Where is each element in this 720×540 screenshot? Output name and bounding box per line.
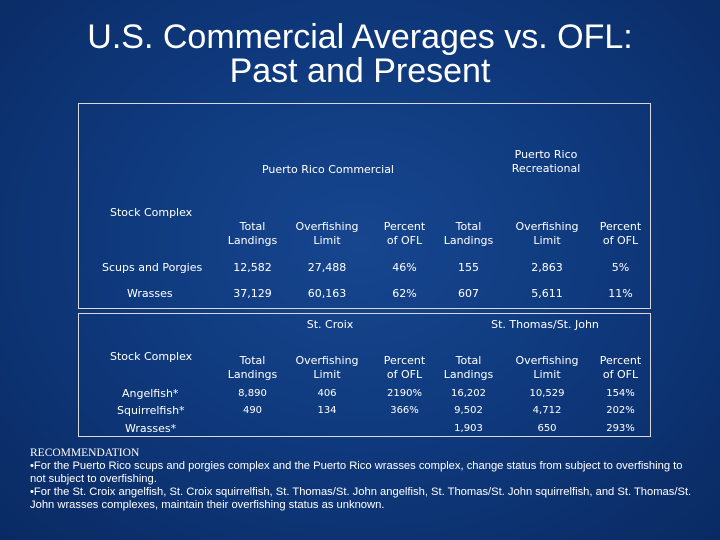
recommendation-heading: RECOMMENDATION	[30, 447, 140, 459]
table-cell: 607	[458, 287, 479, 300]
table-cell: 2,863	[531, 261, 563, 274]
puerto-rico-table-panel	[78, 103, 651, 309]
header-stthomas-total-landings: Total Landings	[443, 354, 494, 381]
table-cell: 293%	[606, 423, 635, 434]
table-cell: 60,163	[307, 287, 347, 300]
row-label-squirrelfish: Squirrelfish*	[117, 404, 185, 417]
group-header-st-thomas-st-john: St. Thomas/St. John	[491, 318, 599, 331]
recommendation-bullet-2: •For the St. Croix angelfish, St. Croix …	[30, 486, 692, 511]
header-stcroix-percent-ofl: Percent of OFL	[383, 354, 426, 381]
table-cell: 5%	[611, 261, 630, 274]
stock-complex-label-2: Stock Complex	[110, 350, 193, 363]
group-header-st-croix: St. Croix	[306, 318, 354, 331]
table-cell: 37,129	[233, 287, 272, 300]
header-stthomas-percent-ofl: Percent of OFL	[599, 354, 642, 381]
table-cell: 202%	[606, 405, 635, 416]
table-cell: 2190%	[387, 388, 422, 399]
header-recreational-total-landings: Total Landings	[443, 220, 494, 247]
table-cell: 4,712	[532, 405, 562, 416]
header-stcroix-overfishing-limit: Overfishing Limit	[295, 354, 359, 381]
table-cell: 27,488	[307, 261, 347, 274]
header-commercial-total-landings: Total Landings	[227, 220, 278, 247]
table-cell: 155	[458, 261, 479, 274]
table-cell: 10,529	[529, 388, 565, 399]
row-label-wrasses-vi: Wrasses*	[125, 422, 177, 435]
group-header-pr-commercial: Puerto Rico Commercial	[261, 163, 394, 176]
table-cell: 12,582	[233, 261, 272, 274]
header-commercial-percent-ofl: Percent of OFL	[383, 220, 426, 247]
recommendation-bullet-1: •For the Puerto Rico scups and porgies c…	[30, 460, 683, 485]
table-cell: 11%	[608, 287, 633, 300]
group-header-pr-recreational: Puerto Rico Recreational	[511, 148, 581, 175]
header-stthomas-overfishing-limit: Overfishing Limit	[515, 354, 579, 381]
title-line-1: U.S. Commercial Averages vs. OFL:	[87, 18, 633, 56]
table-cell: 5,611	[531, 287, 563, 300]
title-line-2: Past and Present	[229, 52, 491, 90]
table-cell: 154%	[606, 388, 635, 399]
slide-title: U.S. Commercial Averages vs. OFL: Past a…	[0, 20, 720, 88]
stock-complex-label-1: Stock Complex	[110, 206, 193, 219]
table-cell: 8,890	[238, 388, 267, 399]
header-stcroix-total-landings: Total Landings	[227, 354, 278, 381]
row-label-angelfish: Angelfish*	[122, 387, 179, 400]
table-cell: 62%	[392, 287, 417, 300]
table-cell: 366%	[390, 405, 419, 416]
row-label-scups-porgies: Scups and Porgies	[102, 261, 203, 274]
table-cell: 46%	[392, 261, 417, 274]
header-recreational-percent-ofl: Percent of OFL	[599, 220, 642, 247]
table-cell: 406	[317, 388, 337, 399]
table-cell: 650	[537, 423, 557, 434]
table-cell: 490	[242, 405, 263, 416]
row-label-wrasses: Wrasses	[127, 287, 173, 300]
table-cell: 9,502	[454, 405, 483, 416]
table-cell: 1,903	[454, 423, 483, 434]
header-commercial-overfishing-limit: Overfishing Limit	[295, 220, 359, 247]
recommendation-block: RECOMMENDATION •For the Puerto Rico scup…	[30, 447, 695, 512]
table-cell: 16,202	[451, 388, 486, 399]
header-recreational-overfishing-limit: Overfishing Limit	[515, 220, 579, 247]
virgin-islands-table-panel	[78, 313, 651, 437]
table-cell: 134	[317, 405, 337, 416]
